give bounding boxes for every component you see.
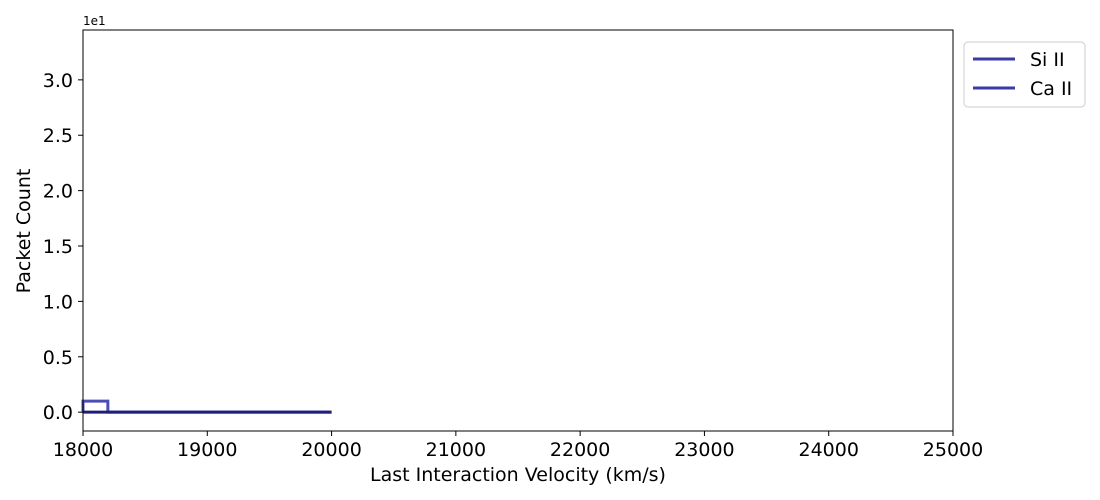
series-line-si-ii bbox=[81, 399, 332, 414]
legend-label-si-ii: Si II bbox=[1030, 49, 1065, 71]
x-tick-label: 25000 bbox=[923, 439, 983, 461]
y-tick-label: 1.5 bbox=[43, 236, 73, 258]
x-tick-label: 21000 bbox=[426, 439, 486, 461]
y-tick-label: 2.0 bbox=[43, 181, 73, 203]
x-tick-label: 22000 bbox=[550, 439, 610, 461]
x-tick-label: 24000 bbox=[798, 439, 858, 461]
plot-frame bbox=[82, 29, 954, 432]
x-tick-label: 19000 bbox=[177, 439, 237, 461]
y-tick-label: 3.0 bbox=[43, 70, 73, 92]
plot-area bbox=[81, 399, 332, 414]
y-offset-label: 1e1 bbox=[83, 14, 106, 28]
x-tick-label: 23000 bbox=[674, 439, 734, 461]
x-axis-label: Last Interaction Velocity (km/s) bbox=[370, 464, 666, 486]
y-tick-label: 0.0 bbox=[43, 402, 73, 424]
y-tick-label: 2.5 bbox=[43, 125, 73, 147]
x-tick-label: 20000 bbox=[301, 439, 361, 461]
y-tick-label: 1.0 bbox=[43, 291, 73, 313]
y-tick-label: 0.5 bbox=[43, 347, 73, 369]
legend-label-ca-ii: Ca II bbox=[1030, 78, 1072, 100]
x-tick-label: 18000 bbox=[53, 439, 113, 461]
legend: Si II Ca II bbox=[963, 41, 1086, 108]
axes: 18000 19000 20000 21000 22000 23000 24000 25000… bbox=[43, 29, 983, 461]
y-axis-label: Packet Count bbox=[13, 169, 35, 294]
